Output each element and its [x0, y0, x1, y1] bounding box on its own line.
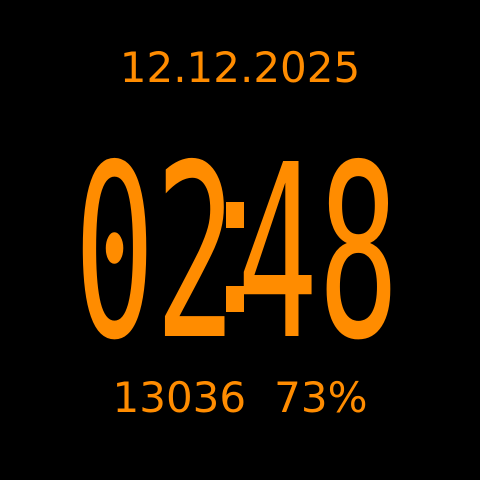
separator-top-dot	[226, 202, 244, 228]
time-digits-svg: 02 : 48	[0, 108, 399, 356]
stats-row: 13036 73%	[0, 365, 480, 431]
date-display: 12.12.2025	[119, 43, 361, 92]
minutes-text: 48	[237, 113, 399, 356]
steps-count: 13036	[112, 373, 247, 422]
time-display: 02 : 48	[0, 108, 480, 356]
time-hours: 02	[74, 113, 236, 356]
hours-text: 02	[74, 113, 236, 356]
time-separator: :	[0, 108, 244, 312]
battery-level: 73%	[274, 373, 368, 422]
separator-text: :	[0, 108, 1, 109]
time-minutes: 48	[237, 113, 399, 356]
separator-bottom-dot	[226, 286, 244, 312]
